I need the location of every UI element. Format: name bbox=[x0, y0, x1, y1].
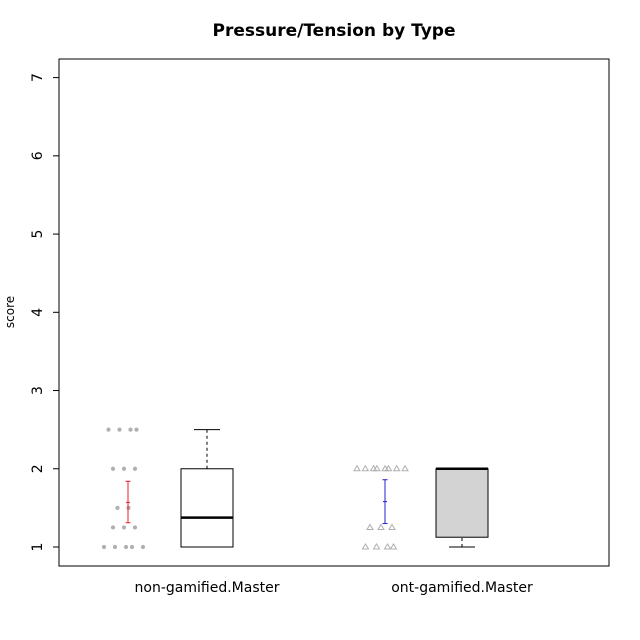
data-point bbox=[129, 544, 135, 550]
data-point bbox=[383, 543, 392, 550]
y-axis-label: score bbox=[3, 296, 17, 328]
data-point bbox=[361, 464, 370, 472]
data-point bbox=[110, 525, 116, 530]
x-tick-label: ont-gamified.Master bbox=[391, 580, 533, 596]
data-point bbox=[377, 523, 385, 530]
box bbox=[180, 468, 234, 548]
data-point bbox=[388, 523, 396, 530]
group-1 bbox=[353, 464, 489, 550]
data-point bbox=[361, 543, 370, 550]
data-point bbox=[132, 466, 138, 471]
y-tick-label: 4 bbox=[30, 308, 46, 317]
plot-frame bbox=[58, 58, 610, 567]
data-point bbox=[132, 525, 138, 530]
y-tick-label: 6 bbox=[30, 151, 46, 160]
y-tick-label: 3 bbox=[30, 386, 46, 395]
plot-area bbox=[101, 427, 489, 550]
data-point bbox=[128, 427, 133, 432]
data-point bbox=[384, 464, 393, 472]
data-point bbox=[101, 544, 107, 550]
y-tick-label: 1 bbox=[30, 543, 46, 552]
chart-title: Pressure/Tension by Type bbox=[213, 21, 456, 41]
data-point bbox=[392, 464, 401, 472]
data-point bbox=[372, 543, 381, 550]
data-point bbox=[121, 525, 127, 530]
data-point bbox=[134, 427, 139, 432]
y-tick-label: 7 bbox=[30, 73, 46, 82]
data-point bbox=[353, 464, 361, 472]
data-point bbox=[112, 544, 118, 550]
data-point bbox=[123, 544, 129, 550]
group-0 bbox=[101, 427, 234, 550]
y-tick-label: 5 bbox=[30, 230, 46, 239]
x-tick-label: non-gamified.Master bbox=[135, 580, 280, 596]
data-point bbox=[366, 523, 374, 530]
data-point bbox=[110, 466, 116, 471]
y-axis: 1 2 3 4 5 6 7 bbox=[30, 73, 59, 551]
data-point bbox=[106, 427, 111, 432]
data-point bbox=[140, 544, 146, 550]
y-tick-label: 2 bbox=[30, 464, 46, 473]
x-axis: non-gamified.Master ont-gamified.Master bbox=[135, 580, 533, 596]
data-point bbox=[389, 543, 398, 550]
data-point bbox=[121, 466, 127, 471]
data-point bbox=[401, 464, 409, 472]
data-point bbox=[115, 505, 120, 510]
box bbox=[435, 468, 489, 538]
data-point bbox=[117, 427, 122, 432]
data-point bbox=[372, 464, 381, 472]
